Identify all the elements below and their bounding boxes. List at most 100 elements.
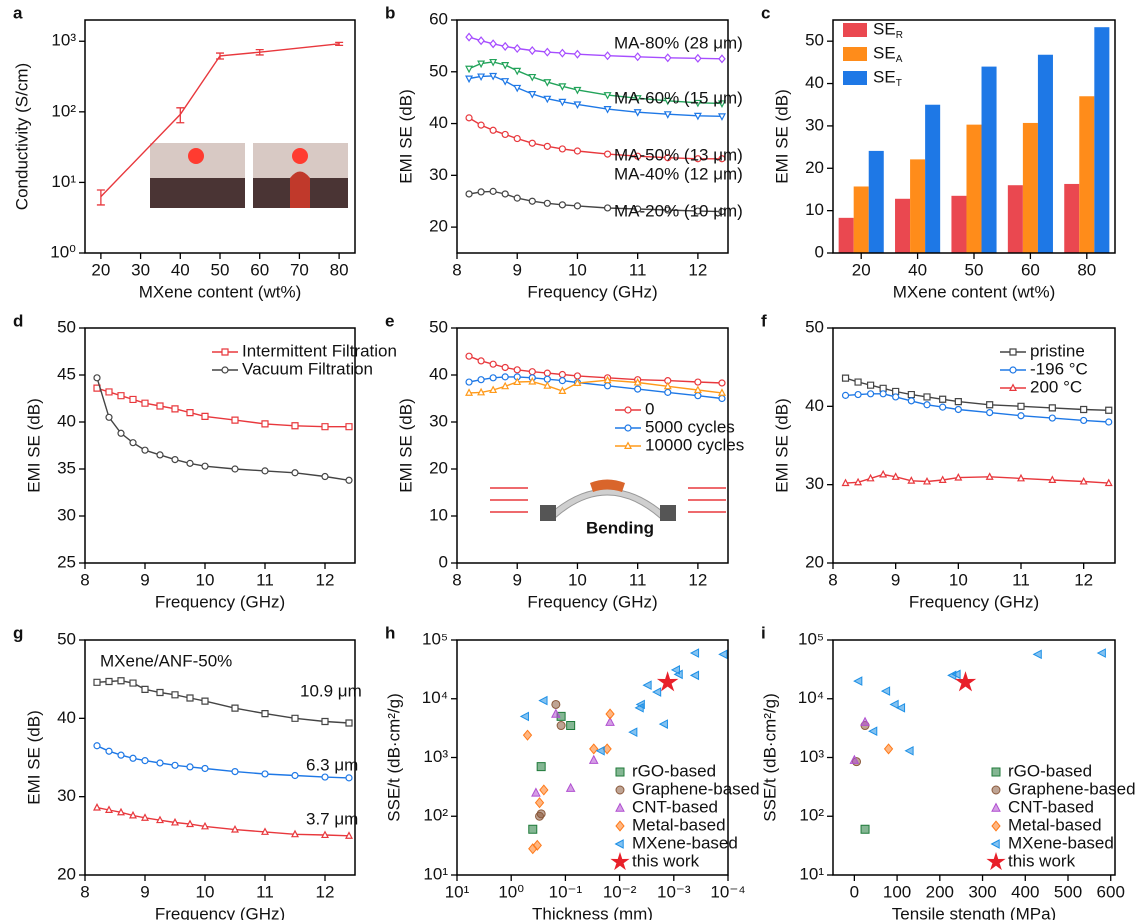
marker (201, 821, 209, 830)
marker (231, 768, 239, 776)
photo-bend (290, 171, 310, 208)
y-tick-label: 40 (805, 73, 824, 92)
marker (231, 465, 239, 473)
marker (465, 114, 473, 122)
marker (954, 398, 962, 406)
point (656, 671, 679, 692)
x-tick-label: 9 (140, 882, 149, 901)
marker (694, 53, 702, 63)
legend-label: CNT-based (632, 797, 718, 816)
point (556, 721, 566, 731)
point (556, 711, 566, 721)
x-tick-label: 400 (1011, 882, 1039, 901)
x-tick-label: 20 (852, 260, 871, 279)
marker (854, 378, 862, 386)
legend-label: -196 °C (1030, 359, 1088, 378)
y-tick-label: 10² (799, 806, 824, 825)
y-tick-label: 50 (429, 61, 448, 80)
legend-marker (624, 441, 632, 449)
marker (345, 719, 353, 727)
legend-swatch (843, 47, 867, 61)
x-tick-label: 10 (568, 570, 587, 589)
panel: f 20 30 40 50 8 9 10 11 12 Frequency (GHz) EMI SE (… (761, 311, 1116, 611)
marker (261, 710, 269, 718)
x-tick-label: 80 (1077, 260, 1096, 279)
clamp (660, 505, 676, 521)
marker (528, 376, 537, 385)
point (904, 745, 914, 756)
legend-label: this work (1008, 851, 1076, 870)
marker (1017, 402, 1025, 410)
legend-marker (624, 406, 632, 414)
legend-marker (221, 348, 229, 356)
y-axis-label: EMI SE (dB) (772, 89, 791, 183)
marker (489, 39, 497, 49)
marker (543, 375, 551, 383)
legend-marker (614, 839, 624, 849)
bending-diagram (490, 479, 726, 521)
marker (171, 405, 179, 413)
marker (501, 41, 509, 51)
x-tick-label: 600 (1097, 882, 1125, 901)
y-tick-label: 10³ (799, 747, 824, 766)
point (860, 716, 870, 726)
marker (573, 101, 582, 109)
marker (558, 145, 566, 153)
y-axis-label: SSE/t (dB·cm²/g) (384, 693, 403, 821)
x-tick-label: 50 (211, 260, 230, 279)
marker (1080, 416, 1088, 424)
point (670, 665, 680, 675)
marker (321, 773, 329, 781)
x-axis-label: MXene content (wt%) (139, 282, 302, 301)
annotation: MXene/ANF-50% (100, 651, 232, 670)
marker (841, 391, 850, 399)
marker (513, 43, 522, 54)
marker (528, 91, 537, 99)
marker (879, 384, 887, 392)
legend-label: SET (873, 67, 902, 88)
marker (841, 374, 850, 382)
marker (489, 58, 498, 67)
x-axis-label: Frequency (GHz) (527, 282, 657, 301)
marker (939, 403, 947, 411)
legend-label: 0 (645, 399, 654, 418)
marker (93, 678, 101, 686)
marker (573, 49, 582, 59)
y-axis-label: SSE/t (dB·cm²/g) (760, 693, 779, 821)
legend-label: CNT-based (1008, 797, 1094, 816)
panel: b 20 30 40 50 60 8 9 10 11 12 Frequency (GHz) EMI SE… (385, 3, 743, 301)
marker (664, 154, 672, 162)
marker (634, 385, 642, 393)
point (519, 711, 529, 722)
y-tick-label: 35 (57, 458, 76, 477)
annotation: MA-80% (28 μm) (614, 33, 743, 52)
marker (603, 51, 612, 61)
marker (543, 142, 551, 150)
marker (186, 459, 194, 467)
annotation: Bending (586, 518, 654, 537)
y-tick-label: 40 (57, 708, 76, 727)
marker (854, 477, 863, 486)
marker (513, 373, 521, 381)
marker (1048, 404, 1056, 412)
x-tick-label: 10 (949, 570, 968, 589)
marker (105, 805, 113, 813)
marker (1017, 473, 1025, 482)
x-tick-label: 10⁻² (603, 882, 637, 901)
point (588, 754, 599, 764)
legend-marker (1009, 366, 1017, 374)
y-tick-label: 30 (429, 411, 448, 430)
marker (141, 813, 149, 821)
marker (1079, 476, 1088, 485)
x-tick-label: 50 (965, 260, 984, 279)
marker (717, 388, 726, 396)
marker (105, 413, 113, 421)
point (954, 671, 977, 692)
point (895, 703, 906, 713)
marker (477, 376, 485, 384)
x-axis-label: MXene content (wt%) (893, 282, 1056, 301)
marker (117, 677, 125, 685)
x-tick-label: 11 (629, 570, 647, 589)
y-tick-label: 50 (57, 629, 76, 648)
